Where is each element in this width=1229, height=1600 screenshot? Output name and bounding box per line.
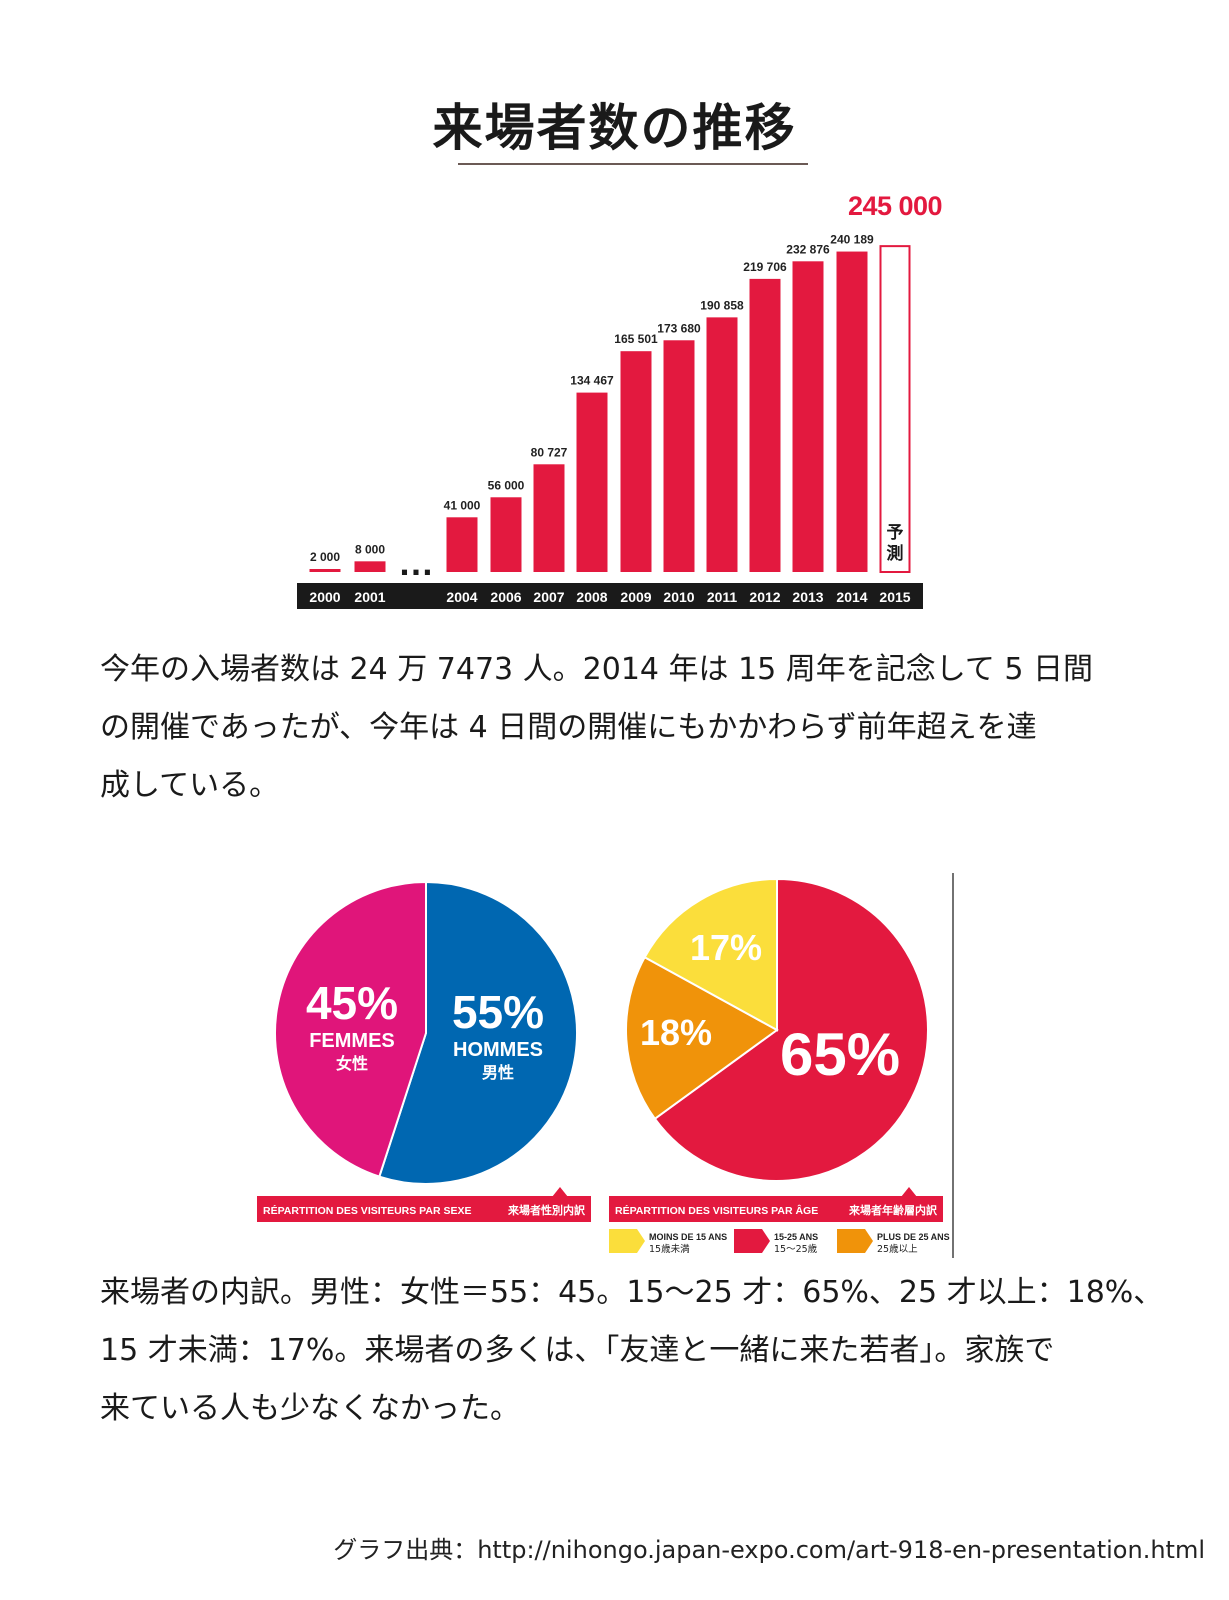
forecast-value-label: 245 000 xyxy=(848,191,942,221)
bar xyxy=(490,497,522,572)
bar xyxy=(836,251,868,572)
legend-label: PLUS DE 25 ANS xyxy=(877,1232,950,1242)
bar xyxy=(706,317,738,572)
bar-value-label: 8 000 xyxy=(355,542,385,556)
bar-value-label: 41 000 xyxy=(444,498,481,512)
footer-caret xyxy=(901,1187,917,1197)
footer-caret xyxy=(552,1187,568,1197)
year-tick-label: 2010 xyxy=(663,589,694,605)
paragraph-line: の開催であったが、今年は 4 日間の開催にもかかわらず前年超えを達 xyxy=(100,710,1037,745)
bar-value-label: 165 501 xyxy=(614,332,658,346)
pie-slice xyxy=(643,877,778,1032)
year-tick-label: 2000 xyxy=(309,589,340,605)
bar-value-label: 80 727 xyxy=(531,445,568,459)
slice-percent-label: 45% xyxy=(306,977,398,1029)
slice-percent-label: 17% xyxy=(690,927,762,968)
bar xyxy=(533,464,565,572)
bar xyxy=(309,569,341,572)
paragraph-line: 来ている人も少なくなかった。 xyxy=(100,1391,520,1426)
bar-value-label: 190 858 xyxy=(700,298,744,312)
bar xyxy=(576,392,608,572)
slice-name-ja-label: 男性 xyxy=(482,1063,514,1082)
bar xyxy=(354,561,386,572)
page-title: 来場者数の推移 xyxy=(432,99,797,157)
bar-value-label: 173 680 xyxy=(657,321,701,335)
year-tick-label: 2006 xyxy=(490,589,521,605)
year-tick-label: 2009 xyxy=(620,589,651,605)
paragraph-line: 今年の入場者数は 24 万 7473 人。2014 年は 15 周年を記念して … xyxy=(100,652,1094,687)
pie-slice xyxy=(625,955,779,1121)
bar xyxy=(749,278,781,572)
legend-swatch xyxy=(734,1229,770,1253)
legend-label: MOINS DE 15 ANS xyxy=(649,1232,727,1242)
paragraph-line: 成している。 xyxy=(100,768,280,803)
chart-footer-title: RÉPARTITION DES VISITEURS PAR ÂGE xyxy=(615,1204,818,1217)
chart-footer-band xyxy=(609,1196,943,1222)
paragraph-attendance: 今年の入場者数は 24 万 7473 人。2014 年は 15 周年を記念して … xyxy=(100,641,1160,815)
axis-ellipsis: … xyxy=(398,542,434,583)
paragraph-breakdown: 来場者の内訳。男性：女性＝55：45。15〜25 才：65%、25 才以上：18… xyxy=(100,1264,1164,1438)
title-underline xyxy=(458,163,808,165)
pie-slice xyxy=(274,880,427,1178)
forecast-bar xyxy=(879,245,911,573)
source-credit: グラフ出典：http://nihongo.japan-expo.com/art-… xyxy=(333,1536,1205,1564)
slice-name-ja-label: 女性 xyxy=(336,1054,368,1073)
year-tick-label: 2013 xyxy=(792,589,823,605)
year-tick-label: 2004 xyxy=(446,589,477,605)
slice-percent-label: 55% xyxy=(452,986,544,1038)
year-tick-label: 2012 xyxy=(749,589,780,605)
year-tick-label: 2014 xyxy=(836,589,867,605)
forecast-label: 予 xyxy=(887,523,904,543)
year-tick-label: 2008 xyxy=(576,589,607,605)
bar xyxy=(446,517,478,572)
slice-name-label: HOMMES xyxy=(453,1039,543,1061)
paragraph-line: 15 才未満：17%。来場者の多くは、「友達と一緒に来た若者」。家族で xyxy=(100,1333,1055,1368)
bar-value-label: 232 876 xyxy=(786,242,830,256)
bar xyxy=(620,351,652,572)
forecast-label: 測 xyxy=(887,543,904,564)
legend-swatch xyxy=(609,1229,645,1253)
pie-slice xyxy=(653,877,929,1182)
year-axis-band xyxy=(297,583,923,609)
bar-value-label: 56 000 xyxy=(488,478,525,492)
bar xyxy=(663,340,695,572)
bar-value-label: 134 467 xyxy=(570,374,614,388)
legend-label-ja: 15〜25歳 xyxy=(774,1243,818,1255)
bar-value-label: 240 189 xyxy=(830,233,874,247)
year-tick-label: 2015 xyxy=(879,589,910,605)
slice-percent-label: 65% xyxy=(780,1021,900,1088)
slice-name-label: FEMMES xyxy=(309,1030,395,1052)
paragraph-line: 来場者の内訳。男性：女性＝55：45。15〜25 才：65%、25 才以上：18… xyxy=(100,1275,1164,1310)
year-tick-label: 2001 xyxy=(354,589,385,605)
chart-footer-band xyxy=(257,1196,591,1222)
slice-percent-label: 18% xyxy=(640,1012,712,1053)
chart-footer-title-ja: 来場者年齢層内訳 xyxy=(848,1203,938,1217)
chart-footer-title-ja: 来場者性別内訳 xyxy=(507,1203,586,1217)
legend-swatch xyxy=(837,1229,873,1253)
bar-value-label: 2 000 xyxy=(310,550,340,564)
year-tick-label: 2007 xyxy=(533,589,564,605)
chart-footer-title: RÉPARTITION DES VISITEURS PAR SEXE xyxy=(263,1204,471,1217)
year-tick-label: 2011 xyxy=(707,589,738,605)
legend-label: 15-25 ANS xyxy=(774,1232,818,1242)
pie-slice xyxy=(378,880,578,1185)
bar xyxy=(792,261,824,572)
bar-value-label: 219 706 xyxy=(743,260,787,274)
visitor-bar-chart: 2 000 2000 8 000 2001 … 41 000 2004 56 000 2006 8… xyxy=(297,191,943,609)
legend-label-ja: 15歳未満 xyxy=(649,1243,690,1255)
legend-label-ja: 25歳以上 xyxy=(877,1243,918,1255)
